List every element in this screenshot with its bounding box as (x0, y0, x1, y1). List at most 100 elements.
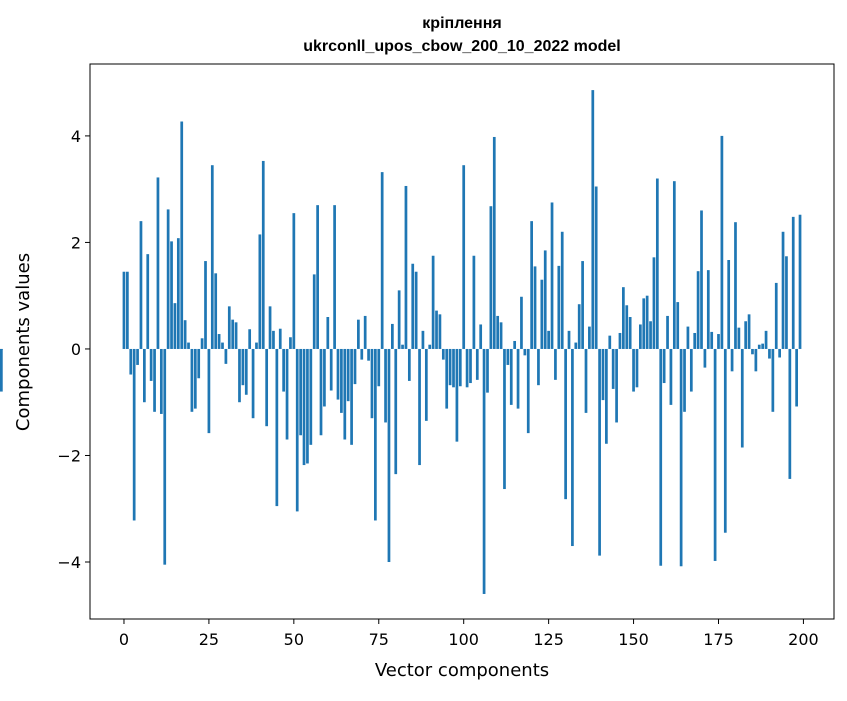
bar-component-57 (316, 205, 319, 349)
bar-component-144 (611, 348, 615, 389)
bar-component-17 (180, 121, 184, 349)
bar-component-0 (122, 271, 126, 349)
bar-component-164 (679, 348, 683, 567)
bar-component-38 (251, 348, 255, 419)
bar-component-120 (530, 221, 533, 349)
bar-component-99 (458, 348, 462, 387)
bar-component-128 (557, 265, 561, 349)
bar-component-67 (350, 348, 353, 445)
bar-component-101 (465, 348, 469, 388)
bar-component-4 (136, 348, 139, 365)
bar-component-172 (706, 270, 710, 349)
bar-component-176 (720, 135, 724, 349)
bar-component-167 (689, 348, 693, 392)
bar-component-33 (234, 322, 238, 349)
bar-component-134 (577, 304, 581, 349)
bar-component-156 (652, 257, 656, 349)
bar-component-189 (764, 330, 768, 349)
bar-component-137 (588, 326, 591, 349)
bar-component-31 (227, 306, 231, 349)
bar-component-79 (391, 323, 394, 349)
bar-component-132 (571, 348, 574, 547)
bar-component-185 (751, 348, 754, 355)
bar-component-76 (380, 172, 384, 349)
bar-component-146 (618, 332, 622, 349)
bar-component-187 (757, 344, 761, 349)
bar-component-97 (452, 348, 455, 388)
bar-component-160 (666, 315, 669, 349)
bar-component-142 (605, 348, 608, 444)
bar-component-130 (564, 348, 567, 500)
bar-component-52 (299, 348, 302, 436)
bar-component-30 (224, 348, 228, 364)
bar-component-153 (642, 298, 646, 349)
bar-component-53 (302, 348, 306, 466)
bar-component-183 (744, 321, 748, 349)
bar-component-8 (149, 348, 153, 381)
bar-component-112 (503, 348, 506, 490)
bar-component-5 (139, 221, 143, 349)
bar-component-92 (435, 310, 438, 349)
bar-component-78 (387, 348, 391, 563)
bar-component-85 (411, 263, 415, 349)
bar-component-182 (740, 348, 744, 448)
bar-component-116 (516, 348, 520, 409)
bar-component-44 (272, 330, 275, 349)
bar-component-169 (696, 271, 700, 349)
bar-component-72 (367, 348, 370, 361)
bar-component-undefined (0, 348, 3, 392)
x-axis-label: Vector components (375, 660, 549, 681)
bar-component-179 (730, 348, 734, 372)
bar-component-10 (156, 177, 160, 349)
bar-component-173 (710, 331, 714, 349)
bar-component-63 (336, 348, 340, 400)
bar-component-3 (132, 348, 136, 521)
bars-group (0, 90, 802, 594)
bar-component-181 (737, 327, 741, 349)
bar-component-27 (214, 273, 218, 349)
bar-component-7 (146, 254, 150, 349)
bar-component-42 (265, 348, 269, 427)
bar-component-98 (455, 348, 459, 442)
bar-component-24 (204, 261, 207, 349)
bar-component-124 (543, 250, 547, 349)
x-tick-label: 175 (703, 630, 734, 649)
bar-component-141 (601, 348, 605, 401)
bar-component-163 (676, 302, 680, 349)
bar-component-165 (683, 348, 686, 412)
bar-component-86 (414, 271, 418, 349)
bar-component-159 (662, 348, 666, 384)
bar-component-82 (401, 344, 404, 349)
bar-component-73 (370, 348, 374, 419)
bar-component-84 (407, 348, 411, 381)
bar-component-39 (255, 342, 258, 349)
bar-component-91 (431, 255, 435, 349)
bar-component-136 (584, 348, 588, 413)
bar-component-125 (547, 330, 550, 349)
bar-component-12 (163, 348, 167, 565)
bar-component-192 (774, 282, 778, 349)
bar-component-61 (329, 348, 333, 391)
bar-component-18 (183, 320, 187, 349)
bar-component-198 (795, 348, 798, 407)
bar-component-71 (363, 315, 367, 349)
bar-component-195 (785, 256, 788, 349)
bar-component-46 (278, 328, 282, 349)
bar-component-96 (448, 348, 452, 386)
bar-component-74 (374, 348, 377, 521)
bar-component-191 (771, 348, 775, 412)
bar-component-6 (143, 348, 146, 403)
x-tick-label: 125 (533, 630, 564, 649)
bar-component-199 (798, 214, 802, 349)
bar-component-69 (357, 319, 360, 349)
bar-component-147 (622, 287, 625, 349)
bar-component-28 (217, 334, 221, 349)
bar-component-80 (394, 348, 398, 475)
bar-component-175 (717, 334, 720, 349)
bar-component-174 (713, 348, 717, 561)
bar-component-15 (173, 303, 177, 349)
bar-component-103 (472, 255, 476, 349)
bar-component-88 (421, 330, 425, 349)
bar-component-41 (261, 160, 265, 349)
